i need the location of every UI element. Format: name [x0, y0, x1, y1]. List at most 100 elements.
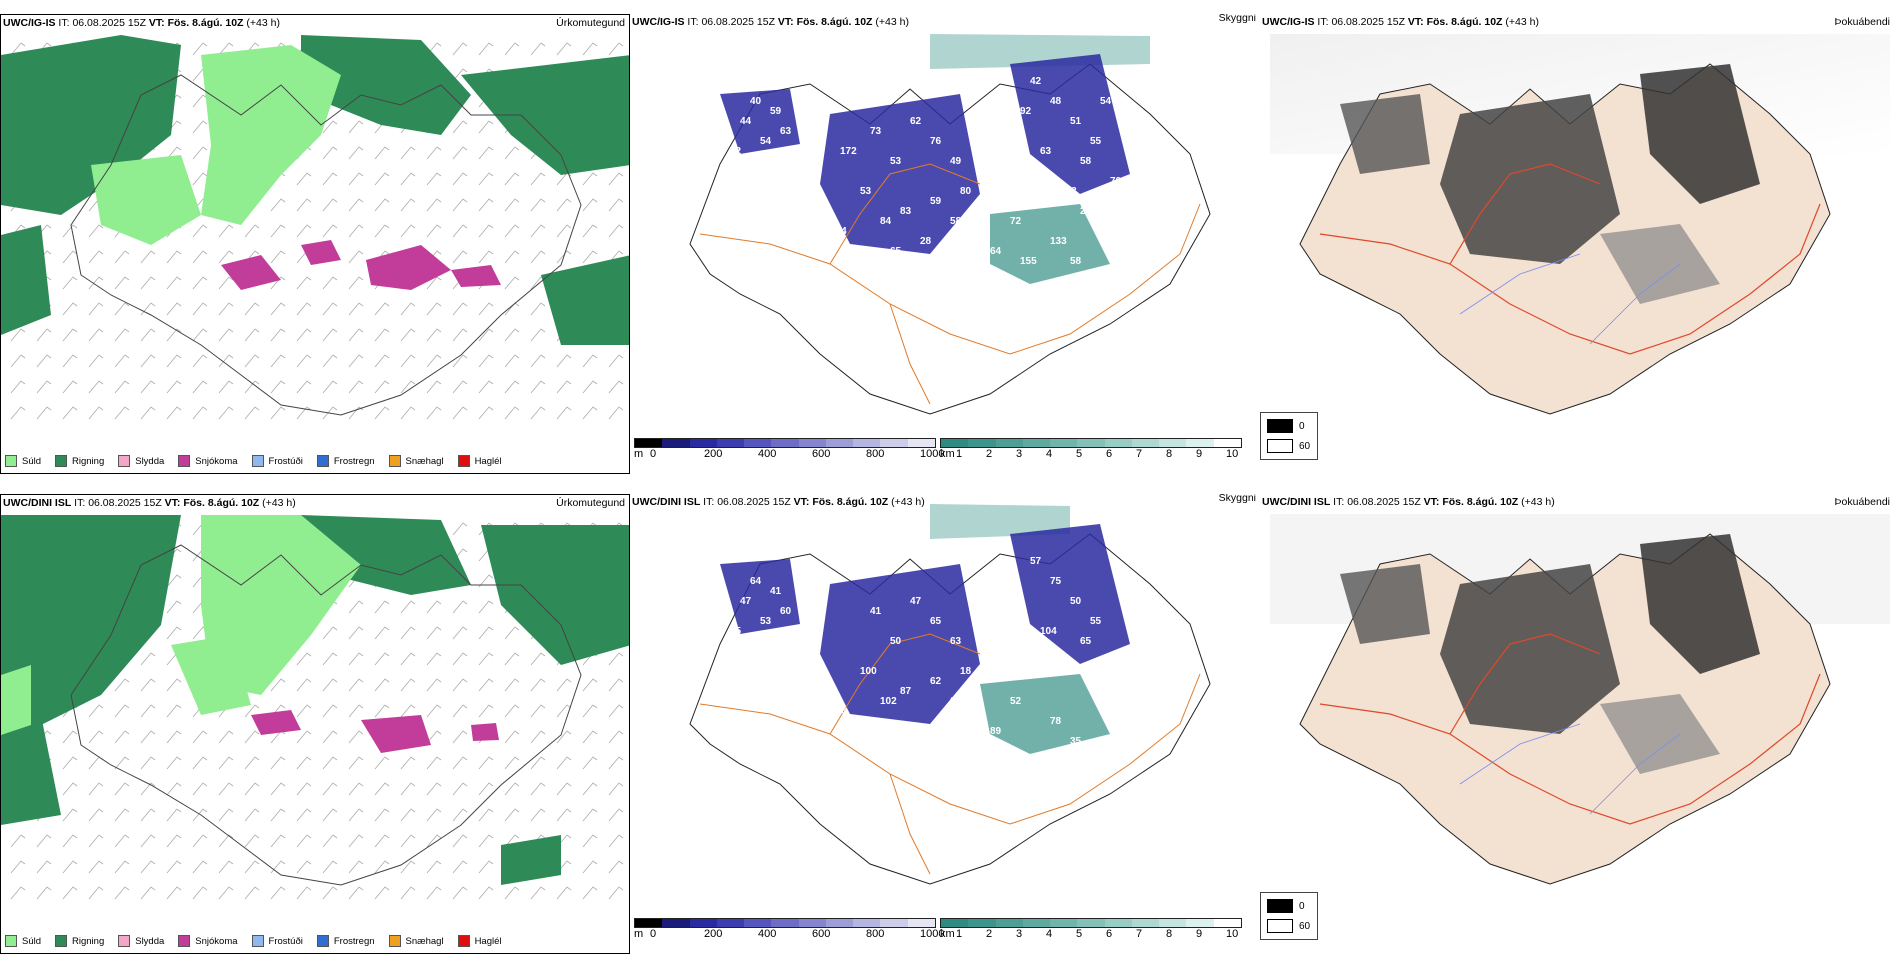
wind-barb: [296, 704, 312, 718]
wind-barb: [114, 406, 130, 420]
wind-barb: [88, 276, 104, 290]
legend-label: Frostúði: [268, 455, 303, 467]
wind-barb: [114, 860, 130, 874]
wind-barb: [218, 834, 234, 848]
fog-legend-high: 0: [1299, 421, 1305, 432]
wind-barb: [478, 146, 494, 160]
rain-area: [1, 715, 61, 825]
wind-barb: [582, 678, 598, 692]
visibility-label: 87: [900, 686, 912, 697]
wind-barb: [192, 834, 208, 848]
wind-barb: [322, 354, 338, 368]
wind-barb: [478, 224, 494, 238]
fog-area: [1440, 94, 1620, 264]
legend-swatch: [388, 455, 401, 467]
legend-swatch: [316, 935, 329, 947]
wind-barb: [608, 652, 624, 666]
wind-barb: [582, 886, 598, 900]
precip-legend: Súld Rigning Slydda Snjókoma Frostúði Frostre…: [5, 455, 502, 467]
wind-barb: [322, 730, 338, 744]
wind-barb: [478, 250, 494, 264]
wind-barb: [296, 834, 312, 848]
precip-legend-item: Frostregn: [316, 935, 375, 947]
km-scale-unit: km: [940, 928, 955, 940]
scale-swatch: [1186, 439, 1214, 447]
wind-barb: [296, 886, 312, 900]
wind-barb: [556, 198, 572, 212]
wind-barb: [504, 328, 520, 342]
wind-barb: [322, 860, 338, 874]
wind-barb: [244, 730, 260, 744]
wind-barb: [218, 756, 234, 770]
wind-barb: [166, 808, 182, 822]
wind-barb: [270, 250, 286, 264]
wind-barb: [114, 354, 130, 368]
wind-barb: [530, 782, 546, 796]
wind-barb: [10, 328, 26, 342]
wind-barb: [348, 886, 364, 900]
wind-barb: [582, 730, 598, 744]
scale-swatch: [880, 919, 908, 927]
snow-area: [471, 723, 499, 741]
wind-barb: [530, 224, 546, 238]
wind-barb: [504, 380, 520, 394]
wind-barb: [270, 276, 286, 290]
wind-barb: [426, 756, 442, 770]
wind-barb: [166, 380, 182, 394]
wind-barb: [114, 782, 130, 796]
scale-tick-label: 0: [650, 928, 657, 940]
legend-label: Snæhagl: [405, 935, 444, 947]
model-name: UWC/IG-IS: [632, 16, 685, 28]
precip-legend-item: Súld: [5, 935, 41, 947]
wind-barb: [504, 276, 520, 290]
wind-barb: [504, 782, 520, 796]
wind-barb: [296, 380, 312, 394]
panel-header: UWC/IG-IS IT: 06.08.2025 15Z VT: Fös. 8.…: [632, 16, 909, 32]
model-name: UWC/IG-IS: [3, 17, 56, 29]
rain-area: [501, 835, 561, 885]
legend-label: Frostregn: [333, 935, 375, 947]
visibility-label: 63: [1040, 146, 1052, 157]
wind-barb: [62, 782, 78, 796]
wind-barb: [10, 834, 26, 848]
wind-barb: [608, 834, 624, 848]
wind-barb: [10, 354, 26, 368]
wind-barb: [192, 328, 208, 342]
wind-barb: [114, 380, 130, 394]
wind-barb: [114, 302, 130, 316]
scale-tick-label: 7: [1136, 928, 1143, 940]
it-label: IT:: [687, 16, 699, 28]
wind-barb: [504, 198, 520, 212]
road-network: [699, 163, 1201, 405]
wind-barb: [608, 354, 624, 368]
wind-barb: [478, 198, 494, 212]
it-value: 06.08.2025 15Z: [72, 17, 146, 29]
wind-barb: [348, 834, 364, 848]
wind-barb: [582, 42, 598, 56]
wind-barb: [452, 704, 468, 718]
wind-barb: [426, 808, 442, 822]
wind-barb: [270, 834, 286, 848]
visibility-label: 60: [780, 606, 792, 617]
visibility-label: 89: [990, 726, 1002, 737]
precip-map: [1, 515, 629, 900]
wind-barb: [36, 380, 52, 394]
fog-legend-swatch-low: [1267, 919, 1293, 933]
wind-barb: [322, 808, 338, 822]
wind-barb: [426, 354, 442, 368]
wind-barb: [140, 250, 156, 264]
wind-barb: [114, 276, 130, 290]
wind-barb: [62, 328, 78, 342]
wind-barb: [608, 730, 624, 744]
scale-tick-label: 3: [1016, 448, 1023, 460]
precip-legend-item: Slydda: [118, 935, 164, 947]
vt-label: VT:: [164, 497, 181, 509]
visibility-label: 129: [980, 126, 997, 137]
wind-barb: [582, 406, 598, 420]
wind-barb: [166, 406, 182, 420]
wind-barb: [452, 302, 468, 316]
wind-barb: [322, 678, 338, 692]
wind-barb: [452, 756, 468, 770]
legend-swatch: [178, 935, 191, 947]
wind-barb: [322, 120, 338, 134]
